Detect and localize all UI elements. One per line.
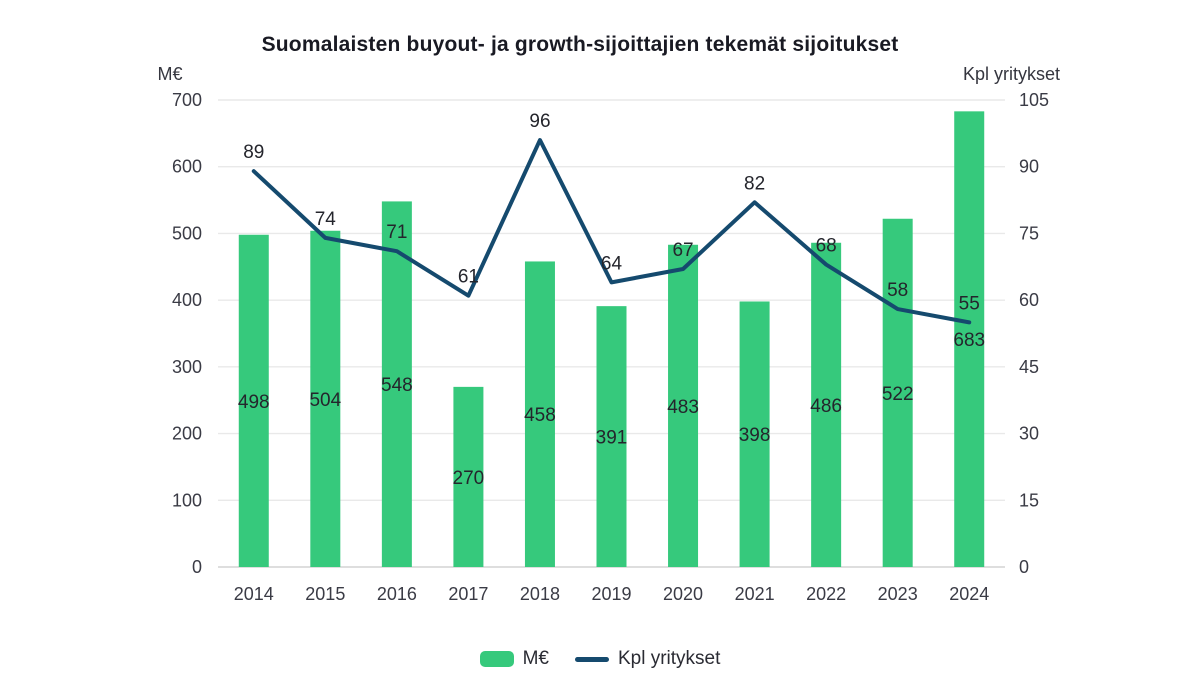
bar-2014 [238, 234, 269, 567]
bar-2022 [811, 242, 842, 568]
bar-2020 [668, 244, 699, 567]
bar-value-label-2024: 683 [953, 330, 985, 351]
right-axis-tick-75: 75 [1019, 223, 1039, 243]
x-axis-label-2018: 2018 [520, 584, 560, 604]
legend-item-bars: M€ [479, 648, 549, 670]
left-axis-tick-100: 100 [172, 490, 202, 510]
left-axis-tick-400: 400 [172, 290, 202, 310]
right-axis-tick-30: 30 [1019, 424, 1039, 444]
legend-line-label: Kpl yritykset [617, 648, 721, 669]
x-axis-label-2022: 2022 [806, 584, 846, 604]
line-value-label-2020: 67 [672, 240, 693, 261]
bar-value-label-2017: 270 [453, 468, 485, 489]
bar-value-label-2020: 483 [667, 397, 699, 418]
chart-title: Suomalaisten buyout- ja growth-sijoittaj… [261, 33, 899, 56]
line-series-swatch-icon [574, 656, 609, 662]
bar-series-swatch-icon [479, 651, 514, 667]
left-axis-tick-500: 500 [172, 223, 202, 243]
bar-value-label-2018: 458 [524, 405, 556, 426]
legend-item-line: Kpl yritykset [574, 648, 721, 670]
line-value-label-2015: 74 [315, 209, 337, 230]
x-axis-label-2019: 2019 [591, 584, 631, 604]
left-axis-tick-200: 200 [172, 424, 202, 444]
line-value-label-2024: 55 [959, 293, 980, 314]
x-axis-label-2017: 2017 [448, 584, 488, 604]
x-axis-label-2020: 2020 [663, 584, 703, 604]
right-axis-tick-60: 60 [1019, 290, 1039, 310]
line-value-label-2022: 68 [816, 236, 837, 257]
line-value-label-2014: 89 [243, 142, 264, 163]
chart-legend: M€ Kpl yritykset [0, 644, 1200, 674]
x-axis-label-2015: 2015 [305, 584, 345, 604]
right-axis-tick-45: 45 [1019, 357, 1039, 377]
right-axis-tick-90: 90 [1019, 157, 1039, 177]
line-value-label-2017: 61 [458, 267, 479, 288]
bar-value-label-2021: 398 [739, 425, 771, 446]
bar-2023 [882, 218, 913, 567]
line-series [251, 138, 972, 325]
bar-2019 [596, 306, 627, 567]
left-axis-tick-300: 300 [172, 357, 202, 377]
bar-value-label-2014: 498 [238, 392, 270, 413]
bar-2017 [453, 386, 484, 567]
right-axis-tick-0: 0 [1019, 557, 1029, 577]
x-axis-label-2021: 2021 [735, 584, 775, 604]
left-axis-tick-600: 600 [172, 157, 202, 177]
legend-bar-label: M€ [522, 648, 549, 669]
line-value-label-2016: 71 [386, 222, 407, 243]
bar-value-label-2016: 548 [381, 375, 413, 396]
bar-2018 [524, 261, 555, 567]
right-axis-tick-15: 15 [1019, 490, 1039, 510]
line-value-label-2023: 58 [887, 280, 908, 301]
bar-2021 [739, 301, 770, 567]
line-value-label-2019: 64 [601, 253, 623, 274]
right-axis-tick-105: 105 [1019, 90, 1049, 110]
x-axis-label-2023: 2023 [878, 584, 918, 604]
bar-2024 [954, 111, 985, 567]
left-axis-tick-0: 0 [192, 557, 202, 577]
bar-value-label-2019: 391 [596, 428, 628, 449]
bar-2015 [310, 230, 341, 567]
left-axis-unit-label: M€ [157, 64, 183, 84]
bar-value-label-2023: 522 [882, 384, 914, 405]
x-axis-label-2014: 2014 [234, 584, 274, 604]
right-axis-unit-label: Kpl yritykset [962, 64, 1060, 84]
bar-value-label-2015: 504 [309, 390, 341, 411]
left-axis-tick-700: 700 [172, 90, 202, 110]
line-value-label-2018: 96 [529, 111, 550, 132]
x-axis-label-2016: 2016 [377, 584, 417, 604]
line-value-label-2021: 82 [744, 173, 765, 194]
x-axis-label-2024: 2024 [949, 584, 989, 604]
bar-2016 [381, 201, 412, 568]
bar-value-label-2022: 486 [810, 396, 842, 417]
